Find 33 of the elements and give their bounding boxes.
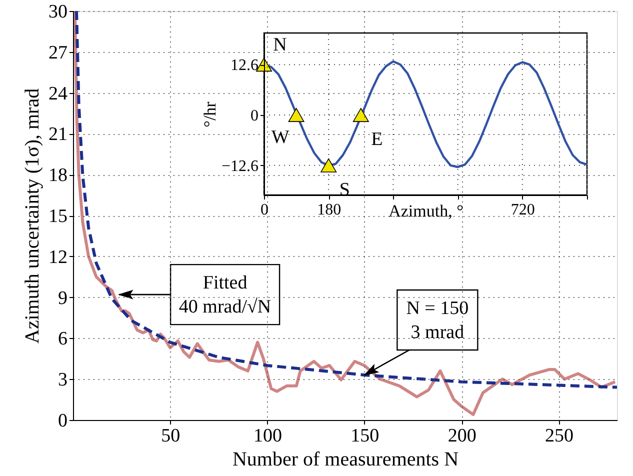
x-tick-label: 180 xyxy=(317,202,342,218)
y-tick-label: 27 xyxy=(48,42,68,64)
y-tick-label: 18 xyxy=(48,165,68,186)
y-tick-label: 3 xyxy=(58,370,68,391)
annotation: Fitted 40 mrad/√N xyxy=(178,272,272,318)
annotation: N xyxy=(273,34,288,56)
annotation: W xyxy=(271,127,290,148)
annotation: N = 150 3 mrad xyxy=(406,298,469,344)
x-tick-label: 50 xyxy=(161,426,180,446)
x-axis-title: Number of measurements N xyxy=(232,448,459,470)
point xyxy=(288,108,304,122)
y-tick-label: 6 xyxy=(58,328,68,350)
y-tick-label: −12.6 xyxy=(221,158,258,175)
y-tick-label: 9 xyxy=(58,288,68,309)
x-tick-label: 250 xyxy=(544,426,574,446)
y-tick-label: 30 xyxy=(48,2,68,22)
x-tick-label: 200 xyxy=(448,426,476,446)
point xyxy=(320,158,337,172)
y-tick-label: 12.6 xyxy=(230,57,258,74)
y-tick-label: 15 xyxy=(48,206,68,227)
y-tick-label: 24 xyxy=(48,83,68,104)
y-tick-label: 0 xyxy=(250,108,258,124)
point xyxy=(352,108,369,122)
x-tick-label: 150 xyxy=(350,426,380,446)
y-axis-title: Azimuth uncertainty (1σ), mrad xyxy=(22,88,44,344)
y-tick-label: 12 xyxy=(48,246,68,268)
annotation: E xyxy=(371,129,383,150)
x-tick-label: 100 xyxy=(254,426,282,446)
y-tick-label: 21 xyxy=(48,124,68,146)
y-axis-title: °/hr xyxy=(200,101,220,128)
x-axis-title: Azimuth, ° xyxy=(388,202,464,220)
y-tick-label: 0 xyxy=(58,410,68,432)
x-tick-label: 720 xyxy=(510,202,535,218)
